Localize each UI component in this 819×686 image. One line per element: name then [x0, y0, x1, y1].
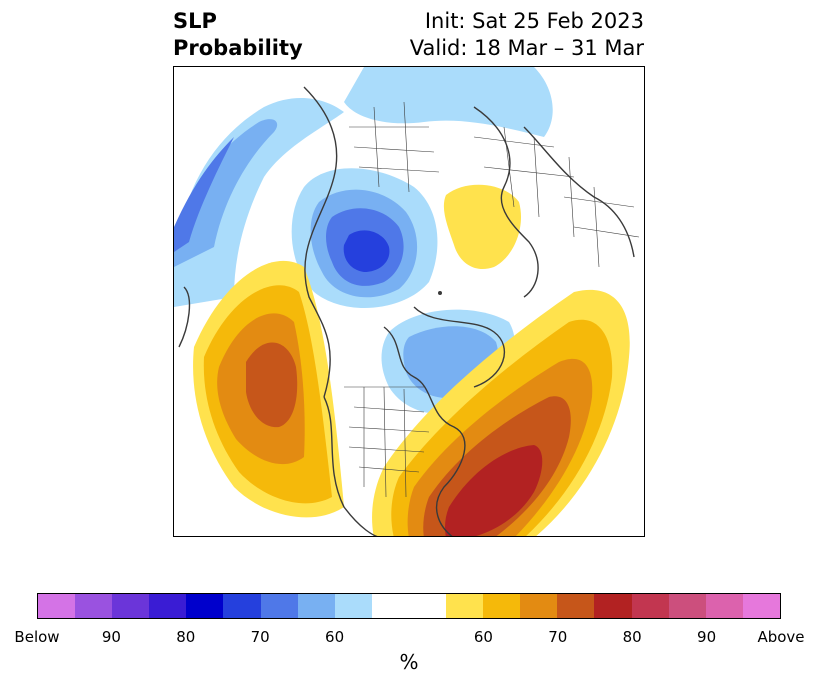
below-region-arctic-core: [343, 230, 390, 272]
colorbar-below-2: [112, 594, 150, 618]
forecast-dates: Init: Sat 25 Feb 2023 Valid: 18 Mar – 31…: [410, 8, 644, 62]
colorbar-above-3: [557, 594, 595, 618]
colorbar-tick-2: 80: [176, 628, 196, 646]
colorbar-below-8: [334, 594, 372, 618]
colorbar-above-2: [520, 594, 558, 618]
below-region-pacific: [174, 97, 344, 307]
below-region-north: [344, 67, 553, 137]
colorbar-below-0: [38, 594, 76, 618]
colorbar-neutral: [371, 594, 447, 618]
colorbar-above-4: [594, 594, 632, 618]
colorbar-above-1: [483, 594, 521, 618]
colorbar-unit-label: %: [399, 650, 419, 674]
colorbar-tick-0: Below: [14, 628, 60, 646]
colorbar-below-1: [75, 594, 113, 618]
probability-map: [173, 66, 645, 537]
below-region-pacific-inner: [174, 119, 278, 267]
colorbar-below-3: [149, 594, 187, 618]
colorbar-above-6: [668, 594, 706, 618]
valid-range: Valid: 18 Mar – 31 Mar: [409, 36, 644, 60]
colorbar-tick-7: 80: [622, 628, 642, 646]
colorbar: [37, 593, 781, 619]
title-line-1: SLP: [173, 9, 217, 33]
colorbar-above-8: [742, 594, 780, 618]
above-region-atlantic-80: [445, 445, 543, 536]
init-date: Init: Sat 25 Feb 2023: [424, 9, 644, 33]
colorbar-tick-1: 90: [101, 628, 121, 646]
above-region-europe: [443, 184, 522, 270]
chart-title: SLP Probability: [173, 8, 303, 62]
colorbar-tick-3: 70: [250, 628, 270, 646]
colorbar-below-4: [186, 594, 224, 618]
colorbar-tick-9: Above: [757, 628, 805, 646]
colorbar-above-0: [446, 594, 484, 618]
colorbar-below-7: [297, 594, 335, 618]
below-region-pacific-core: [174, 137, 234, 252]
colorbar-tick-4: 60: [325, 628, 345, 646]
colorbar-tick-8: 90: [697, 628, 717, 646]
above-region-pacific-75: [246, 342, 298, 428]
coastlines: [178, 86, 635, 536]
map-canvas: [174, 67, 640, 536]
colorbar-above-7: [705, 594, 743, 618]
colorbar-above-5: [631, 594, 669, 618]
political-boundaries: [344, 101, 640, 498]
colorbar-tick-5: 60: [473, 628, 493, 646]
colorbar-tick-6: 70: [548, 628, 568, 646]
title-line-2: Probability: [173, 36, 303, 60]
colorbar-below-5: [223, 594, 261, 618]
pole-marker: [438, 291, 442, 295]
colorbar-below-6: [260, 594, 298, 618]
